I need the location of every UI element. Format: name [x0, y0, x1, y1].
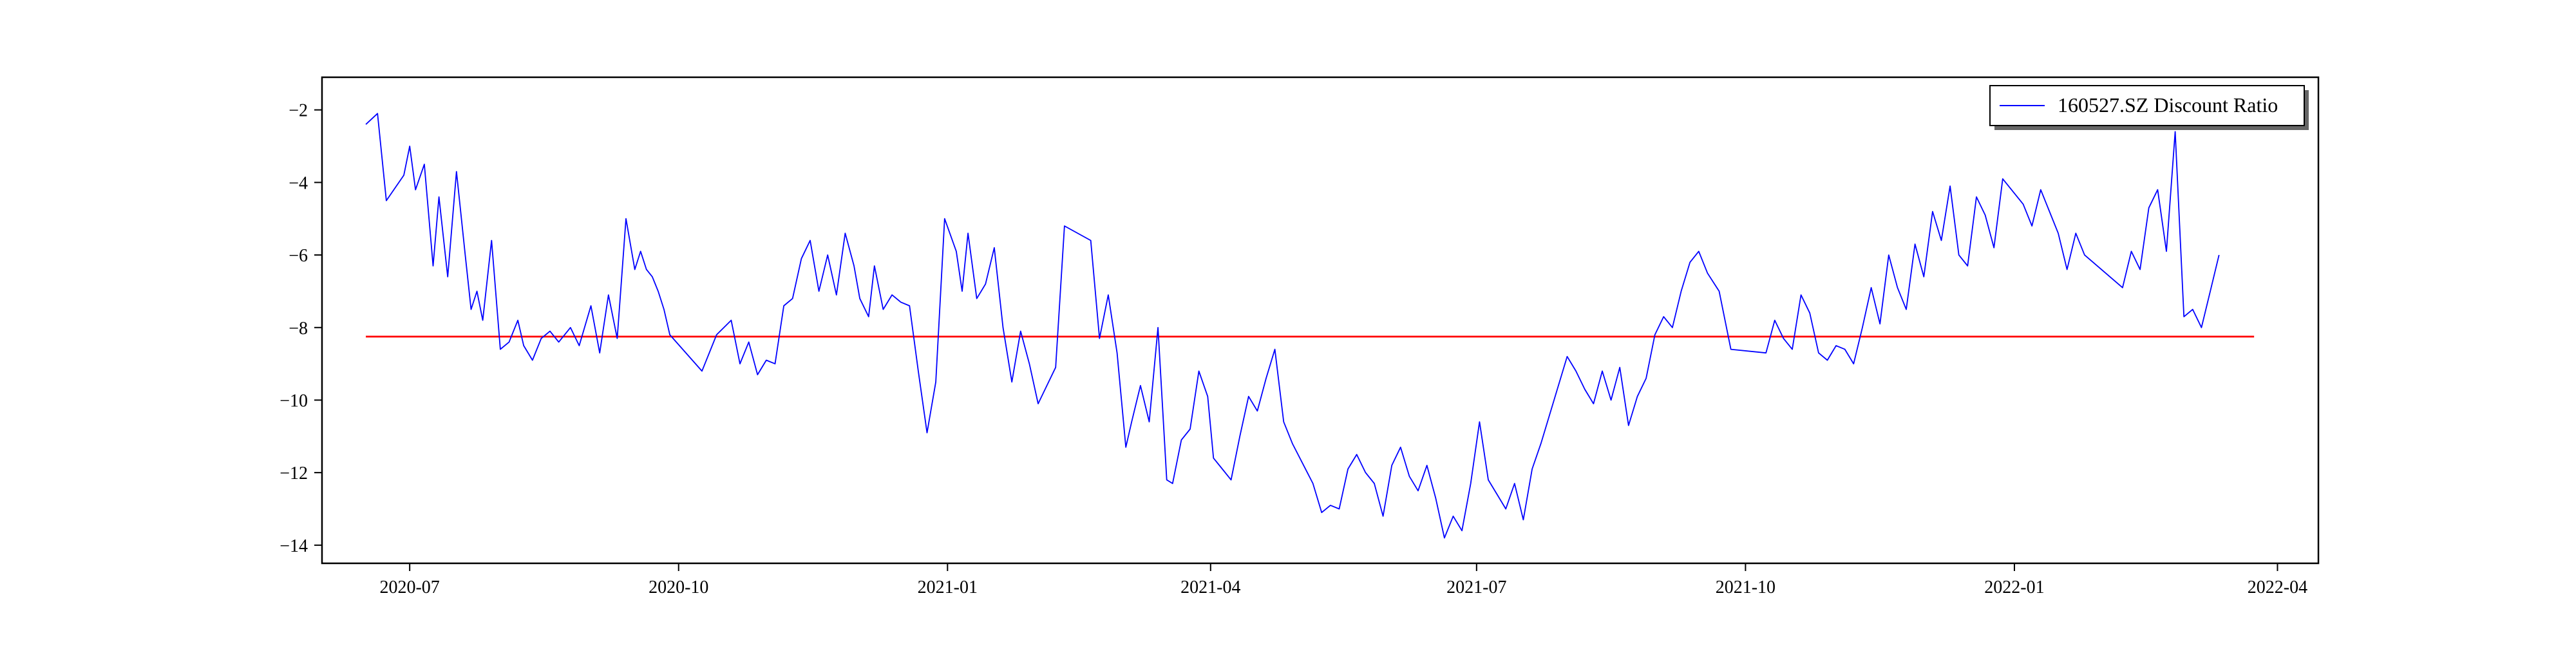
x-tick-label: 2021-10	[1716, 577, 1776, 597]
y-tick-label: −4	[289, 173, 308, 193]
x-tick-label: 2021-07	[1446, 577, 1506, 597]
x-tick-label: 2020-07	[379, 577, 439, 597]
y-tick-label: −8	[289, 319, 308, 339]
legend: 160527.SZ Discount Ratio	[1989, 85, 2309, 130]
x-tick-label: 2021-01	[918, 577, 978, 597]
plot-frame	[321, 76, 2320, 565]
y-tick-label: −10	[279, 391, 308, 411]
x-tick-label: 2022-01	[1984, 577, 2044, 597]
x-tick-label: 2022-04	[2248, 577, 2307, 597]
y-tick-label: −12	[279, 464, 308, 483]
x-tick-label: 2021-04	[1180, 577, 1240, 597]
y-tick-label: −14	[279, 536, 308, 556]
legend-label-series: 160527.SZ Discount Ratio	[2058, 93, 2278, 117]
series-line-discount-ratio	[365, 113, 2220, 539]
x-tick-label: 2020-10	[649, 577, 708, 597]
y-tick-label: −6	[289, 246, 308, 266]
y-tick-label: −2	[289, 101, 308, 121]
